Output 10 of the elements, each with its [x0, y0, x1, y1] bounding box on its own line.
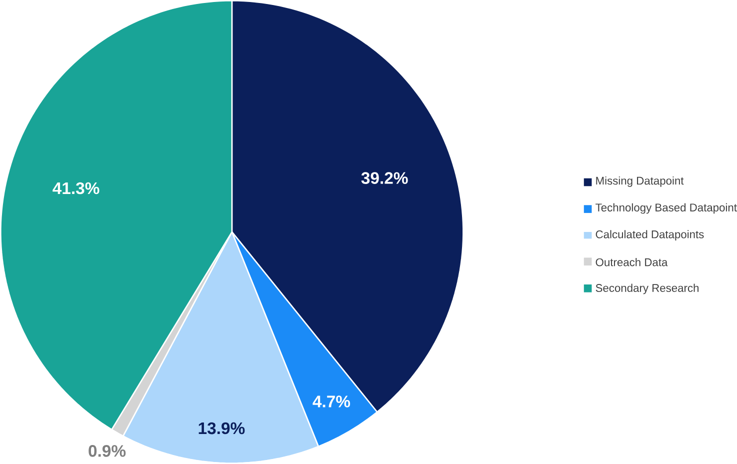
legend-label: Calculated Datapoints — [596, 230, 704, 241]
legend-label: Technology Based Datapoint — [596, 203, 737, 214]
legend-label: Missing Datapoint — [596, 176, 684, 187]
data-label: 41.3% — [52, 182, 100, 194]
legend-label: Outreach Data — [596, 258, 668, 266]
data-label: 13.9% — [198, 422, 245, 434]
data-label: 4.7% — [312, 396, 350, 408]
data-label: 39.2% — [361, 172, 408, 184]
data-label: 0.9% — [88, 445, 126, 457]
legend-label: Secondary Research — [596, 284, 698, 294]
